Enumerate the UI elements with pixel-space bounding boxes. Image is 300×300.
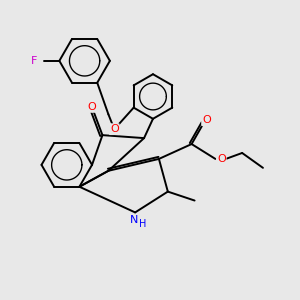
Text: N: N (130, 215, 138, 225)
Text: H: H (139, 219, 146, 229)
Text: O: O (88, 102, 96, 112)
Text: O: O (202, 115, 211, 125)
Text: F: F (31, 56, 37, 66)
Text: O: O (217, 154, 226, 164)
Text: O: O (110, 124, 119, 134)
